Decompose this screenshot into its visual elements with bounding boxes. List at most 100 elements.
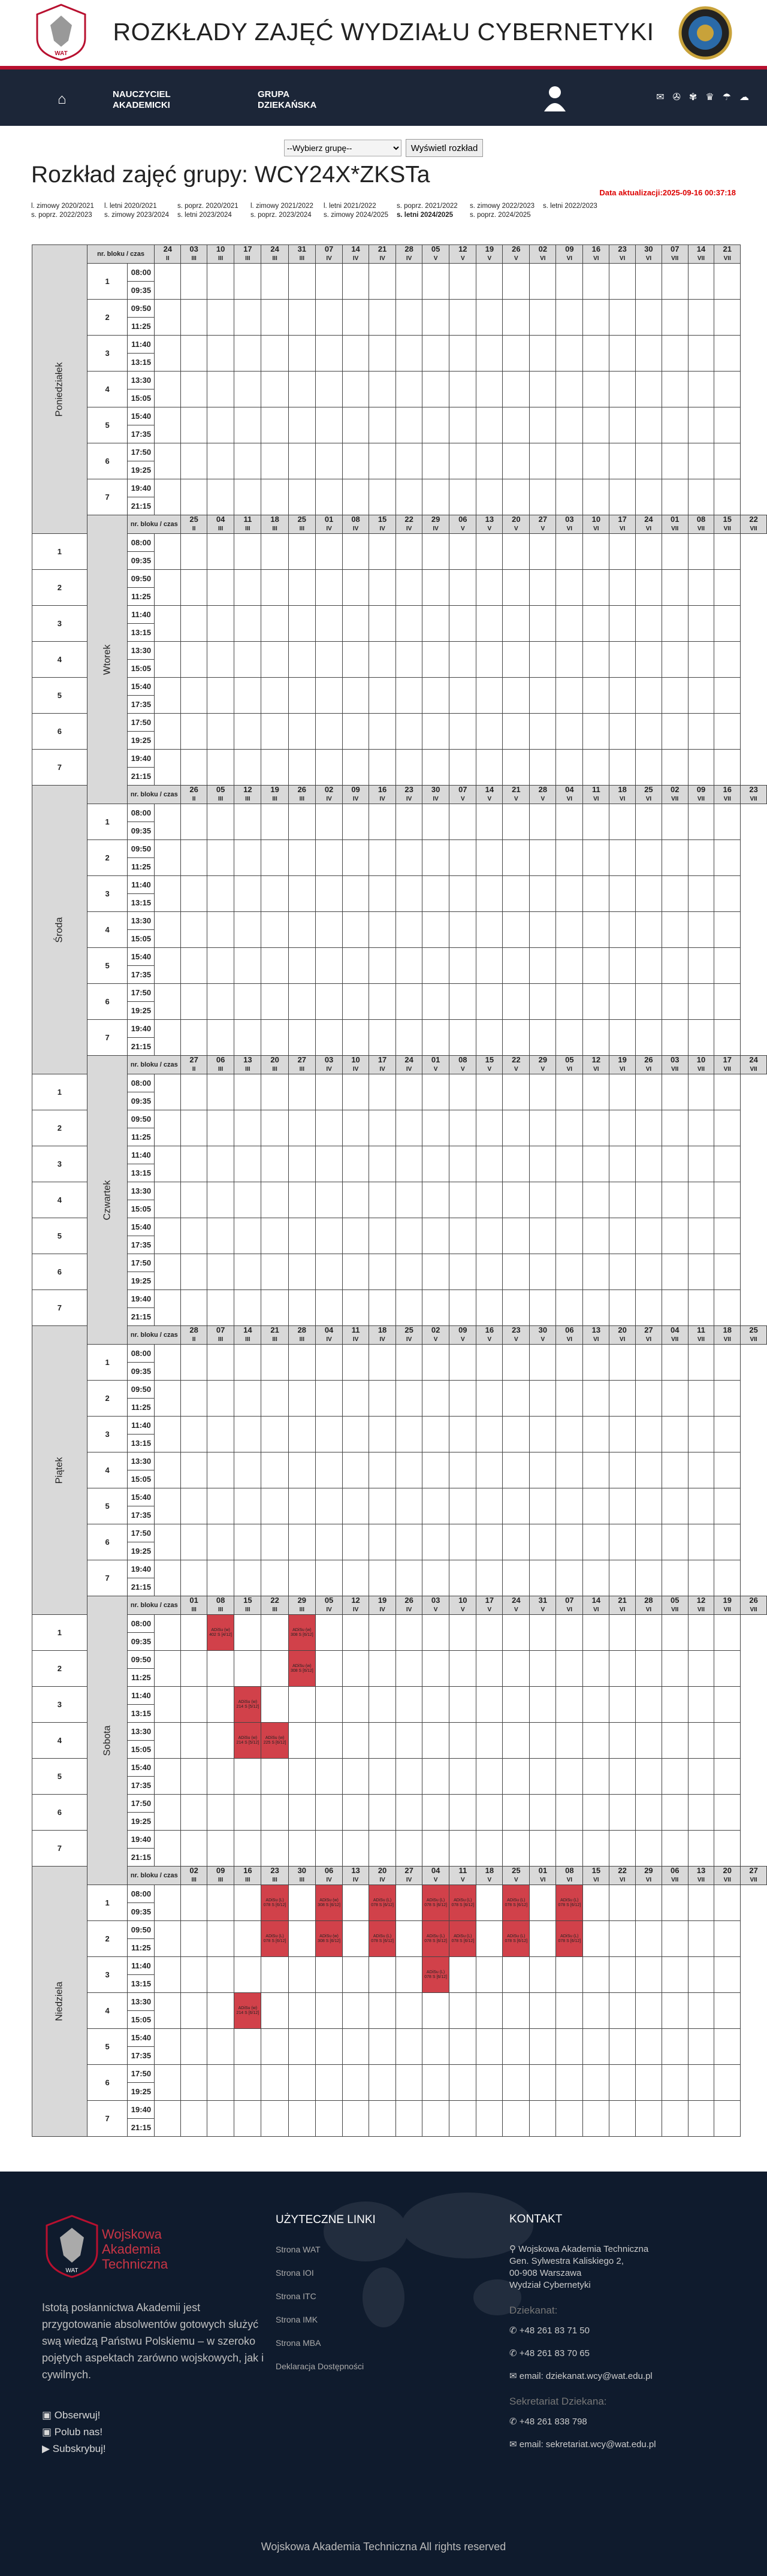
schedule-cell [421, 1758, 450, 1795]
schedule-cell [368, 1019, 397, 1056]
home-icon[interactable]: ⌂ [58, 91, 67, 107]
faculty-seal-logo[interactable] [678, 6, 732, 60]
class-entry[interactable]: ADiSu (L) 078 S [6/12] [555, 1920, 584, 1957]
moodle-icon[interactable]: ☂ [722, 92, 731, 102]
class-entry[interactable]: ADiSu (w) 308 S [6/12] [315, 1885, 343, 1921]
semester-link[interactable]: l. letni 2020/2021 [104, 203, 157, 210]
schedule-cell [206, 533, 235, 570]
twitter-link[interactable]: ▣ Obserwuj! [42, 2407, 270, 2424]
class-entry[interactable]: ADiSu (w) 214 S [5/12] [234, 1686, 262, 1723]
block-time: 15:40 [127, 2028, 155, 2047]
class-entry[interactable]: ADiSu (L) 078 S [6/12] [555, 1885, 584, 1921]
link-mba[interactable]: Strona MBA [276, 2338, 321, 2348]
block-number: 4 [86, 371, 128, 407]
schedule-cell [582, 677, 610, 714]
link-itc[interactable]: Strona ITC [276, 2291, 316, 2301]
semester-link[interactable]: s. letni 2023/2024 [177, 212, 232, 219]
class-entry[interactable]: ADiSu (w) 308 S [6/12] [288, 1650, 316, 1687]
email-1[interactable]: ✉ email: dziekanat.wcy@wat.edu.pl [509, 2370, 656, 2382]
class-entry[interactable]: ADiSu (w) 225 S [6/12] [261, 1722, 289, 1759]
youtube-link[interactable]: ▶ Subskrybuj! [42, 2441, 270, 2457]
class-entry[interactable]: ADiSu (L) 078 S [6/12] [421, 1885, 450, 1921]
schedule-cell [476, 371, 503, 407]
class-entry[interactable]: ADiSu (w) 308 S [6/12] [315, 1920, 343, 1957]
class-entry[interactable]: ADiSu (L) 078 S [6/12] [368, 1920, 397, 1957]
schedule-cell [395, 1614, 422, 1651]
class-entry[interactable]: ADiSu (L) 078 S [6/12] [449, 1920, 477, 1957]
phone-2[interactable]: ✆ +48 261 83 70 65 [509, 2348, 656, 2360]
semester-link[interactable]: l. zimowy 2020/2021 [31, 203, 94, 210]
phone-3[interactable]: ✆ +48 261 838 798 [509, 2416, 656, 2428]
usos-icon[interactable]: ✇ [672, 92, 681, 102]
nav-teacher-link[interactable]: NAUCZYCIEL AKADEMICKI [113, 89, 171, 111]
schedule-cell [288, 1019, 316, 1056]
class-entry[interactable]: ADiSu (L) 078 S [6/12] [368, 1885, 397, 1921]
date-header: 14 VI [582, 1596, 610, 1615]
schedule-cell [342, 1254, 369, 1290]
class-entry[interactable]: ADiSu (L) 078 S [6/12] [449, 1885, 477, 1921]
nav-group-link[interactable]: GRUPA DZIEKAŃSKA [258, 89, 316, 111]
wat-eagle-logo[interactable]: WAT [35, 4, 87, 61]
semester-link[interactable]: s. poprz. 2021/2022 [397, 203, 458, 210]
date-month: IV [352, 1066, 359, 1073]
schedule-cell [315, 407, 343, 443]
semester-link[interactable]: l. zimowy 2021/2022 [250, 203, 313, 210]
schedule-cell [154, 2064, 182, 2101]
class-entry[interactable]: ADiSu (L) 078 S [6/12] [502, 1885, 530, 1921]
schedule-cell [555, 947, 584, 984]
date-month: V [540, 1066, 545, 1073]
class-entry[interactable]: ADiSu (L) 078 S [6/12] [502, 1920, 530, 1957]
semester-link[interactable]: l. letni 2021/2022 [324, 203, 376, 210]
block-time: 19:40 [127, 749, 155, 768]
date-day: 23 [404, 785, 413, 794]
semester-link[interactable]: s. zimowy 2023/2024 [104, 212, 170, 219]
class-entry[interactable]: ADiSu (w) 214 S [5/12] [234, 1722, 262, 1759]
block-time: 09:50 [127, 1380, 155, 1399]
eagle-icon[interactable]: ✾ [689, 92, 697, 102]
semester-link[interactable]: s. poprz. 2023/2024 [250, 212, 312, 219]
semester-link[interactable]: s. poprz. 2024/2025 [470, 212, 531, 219]
mail-icon[interactable]: ✉ [656, 92, 665, 102]
semester-link[interactable]: s. letni 2024/2025 [397, 212, 453, 219]
group-select[interactable]: --Wybierz grupę-- [283, 139, 401, 156]
class-entry[interactable]: ADiSu (L) 078 S [6/12] [261, 1885, 289, 1921]
email-2[interactable]: ✉ email: sekretariat.wcy@wat.edu.pl [509, 2439, 656, 2451]
block-time: 21:15 [127, 2118, 155, 2137]
class-entry[interactable]: ADiSu (w) 402 S [4/12] [206, 1614, 235, 1651]
facebook-link[interactable]: ▣ Polub nas! [42, 2424, 270, 2441]
schedule-cell [234, 2100, 262, 2137]
semester-link[interactable]: s. zimowy 2024/2025 [324, 212, 389, 219]
link-imk[interactable]: Strona IMK [276, 2315, 318, 2324]
cloud-icon[interactable]: ☁ [739, 92, 749, 102]
schedule-cell [342, 1182, 369, 1218]
schedule-cell [661, 749, 689, 786]
semester-link[interactable]: s. poprz. 2022/2023 [31, 212, 92, 219]
phone-1[interactable]: ✆ +48 261 83 71 50 [509, 2325, 656, 2337]
graduate-icon[interactable]: ♛ [705, 92, 714, 102]
class-entry[interactable]: ADiSu (w) 214 S [6/12] [234, 1992, 262, 2029]
schedule-cell [687, 1110, 715, 1146]
mail-icon: ✉ [509, 2371, 520, 2381]
link-accessibility[interactable]: Deklaracja Dostępności [276, 2361, 364, 2371]
date-month: VII [723, 1336, 731, 1343]
date-header: 01 VI [529, 1866, 557, 1885]
class-entry[interactable]: ADiSu (L) 078 S [6/12] [421, 1920, 450, 1957]
schedule-cell [234, 1956, 262, 1993]
semester-link[interactable]: s. zimowy 2022/2023 [470, 203, 535, 210]
link-wat[interactable]: Strona WAT [276, 2245, 321, 2254]
class-entry[interactable]: ADiSu (L) 078 S [6/12] [261, 1920, 289, 1957]
schedule-cell [342, 875, 369, 912]
show-schedule-button[interactable]: Wyświetl rozkład [405, 139, 484, 157]
semester-link[interactable]: s. letni 2022/2023 [543, 203, 597, 210]
schedule-cell [582, 299, 610, 336]
class-entry[interactable]: ADiSu (w) 308 S [6/12] [288, 1614, 316, 1651]
block-time: 15:05 [127, 929, 155, 948]
person-icon[interactable] [543, 84, 567, 111]
class-entry[interactable]: ADiSu (L) 078 S [6/12] [421, 1956, 450, 1993]
link-ioi[interactable]: Strona IOI [276, 2268, 314, 2278]
semester-link[interactable]: s. poprz. 2020/2021 [177, 203, 238, 210]
date-month: IV [352, 526, 359, 532]
schedule-cell [261, 443, 289, 479]
schedule-cell [395, 911, 422, 948]
schedule-cell [206, 335, 235, 372]
